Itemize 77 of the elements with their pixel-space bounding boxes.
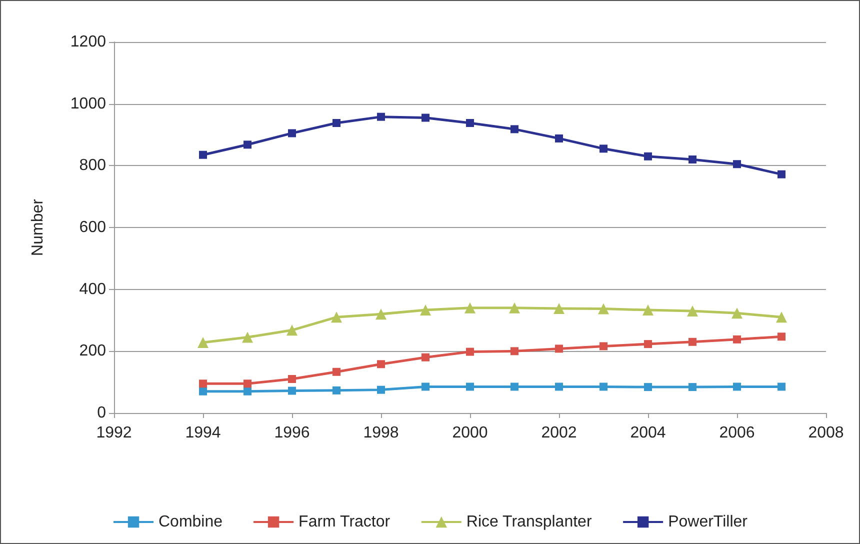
point: [555, 344, 563, 353]
y-tick-label: 600: [79, 219, 106, 236]
point: [554, 303, 564, 314]
x-tick-label: 1998: [363, 424, 399, 442]
point: [600, 342, 608, 350]
point: [286, 324, 298, 336]
point: [242, 332, 253, 343]
point: [510, 382, 518, 391]
x-tick-label: 1994: [185, 424, 221, 442]
point: [331, 312, 342, 323]
x-tick-label: 1992: [96, 424, 132, 442]
point: [510, 347, 518, 356]
point: [600, 144, 608, 153]
legend-label: Rice Transplanter: [466, 514, 592, 530]
point: [644, 152, 652, 160]
point: [688, 155, 696, 164]
x-tick-label: 2004: [630, 424, 666, 442]
y-tick-label: 400: [79, 280, 106, 298]
legend-label: Farm Tractor: [298, 514, 391, 530]
point: [332, 368, 340, 376]
point: [332, 386, 340, 394]
y-tick-label: 1000: [70, 95, 106, 112]
point: [642, 304, 654, 316]
point: [555, 134, 563, 142]
point: [244, 387, 252, 396]
point: [644, 340, 652, 348]
point: [198, 337, 208, 348]
point: [778, 170, 786, 178]
point: [466, 382, 474, 391]
point: [288, 374, 296, 383]
point: [288, 129, 296, 138]
y-tick-label: 200: [79, 342, 106, 360]
y-axis-title: Number: [30, 198, 46, 256]
point: [733, 382, 741, 391]
point: [422, 353, 430, 362]
point: [509, 302, 520, 314]
x-tick-label: 2006: [719, 424, 755, 442]
point: [288, 386, 296, 395]
point: [776, 312, 787, 323]
point: [422, 114, 430, 122]
y-tick-label: 800: [79, 157, 106, 174]
point: [778, 332, 786, 341]
point: [332, 119, 340, 127]
point: [466, 348, 474, 356]
point: [199, 150, 207, 159]
y-tick-label: 0: [97, 404, 106, 422]
point: [687, 305, 698, 316]
point: [510, 125, 518, 134]
point: [377, 112, 385, 121]
point: [376, 308, 386, 320]
legend-label: Combine: [158, 514, 223, 530]
point: [600, 382, 608, 391]
point: [688, 383, 696, 392]
x-tick-label: 2008: [808, 424, 844, 442]
point: [555, 382, 563, 391]
point: [733, 160, 741, 168]
point: [644, 383, 652, 392]
x-tick-label: 2000: [452, 424, 488, 442]
point: [244, 380, 252, 388]
point: [420, 304, 431, 316]
point: [732, 308, 742, 319]
legend-label: PowerTiller: [668, 514, 748, 530]
x-tick-label: 1996: [274, 424, 310, 442]
point: [688, 338, 696, 346]
point: [199, 380, 207, 388]
point: [598, 303, 609, 314]
point: [377, 386, 385, 394]
point: [199, 387, 207, 396]
y-tick-label: 1200: [70, 34, 106, 50]
x-tick-label: 2002: [541, 424, 577, 442]
point: [464, 302, 476, 314]
point: [733, 335, 741, 344]
point: [778, 382, 786, 391]
point: [377, 360, 385, 368]
point: [244, 140, 252, 149]
point: [422, 382, 430, 391]
point: [466, 119, 474, 127]
